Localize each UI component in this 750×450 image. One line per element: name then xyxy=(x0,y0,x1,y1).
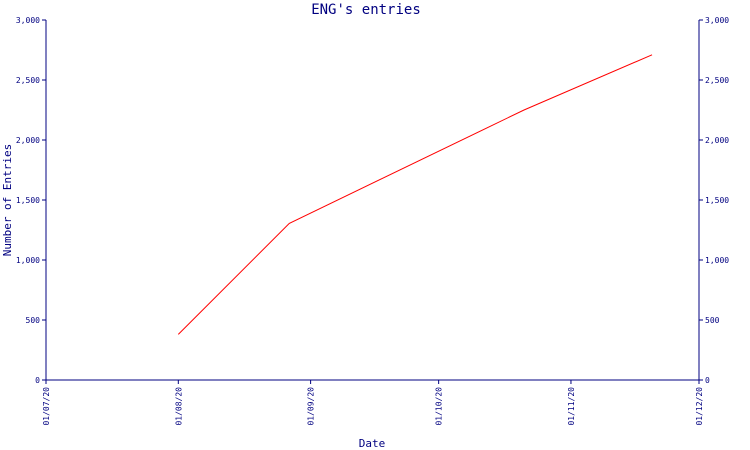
series-line xyxy=(177,54,653,335)
y-tick-label-right: 500 xyxy=(705,316,720,325)
x-axis-label: Date xyxy=(359,437,386,450)
y-tick-label-right: 1,000 xyxy=(705,256,729,265)
y-tick-label-right: 1,500 xyxy=(705,196,729,205)
x-tick-label: 01/12/20 xyxy=(695,387,704,426)
x-ticks: 01/07/20 01/08/20 01/09/20 01/10/20 01/11/20… xyxy=(42,380,704,426)
y-tick-label-right: 2,000 xyxy=(705,136,729,145)
y-tick-label-right: 3,000 xyxy=(705,16,729,25)
y-tick-label-left: 1,000 xyxy=(16,256,40,265)
plot-area: 0 500 1,000 1,500 2,000 2,500 3,000 0 500 1,000 1… xyxy=(16,16,729,426)
y-tick-label-right: 2,500 xyxy=(705,76,729,85)
y-tick-label-right: 0 xyxy=(705,376,710,385)
y-tick-label-left: 500 xyxy=(26,316,41,325)
y-ticks-left: 0 500 1,000 1,500 2,000 2,500 3,000 xyxy=(16,16,46,385)
y-tick-label-left: 2,500 xyxy=(16,76,40,85)
series-group xyxy=(177,54,653,335)
x-tick-label: 01/10/20 xyxy=(435,387,444,426)
x-tick-label: 01/09/20 xyxy=(307,387,316,426)
chart-title: ENG's entries xyxy=(311,2,421,18)
x-tick-label: 01/07/20 xyxy=(42,387,51,426)
y-ticks-right: 0 500 1,000 1,500 2,000 2,500 3,000 xyxy=(699,16,729,385)
y-tick-label-left: 0 xyxy=(35,376,40,385)
y-tick-label-left: 3,000 xyxy=(16,16,40,25)
x-tick-label: 01/08/20 xyxy=(174,387,183,426)
y-axis-label: Number of Entries xyxy=(1,144,14,257)
x-tick-label: 01/11/20 xyxy=(567,387,576,426)
y-tick-label-left: 2,000 xyxy=(16,136,40,145)
y-tick-label-left: 1,500 xyxy=(16,196,40,205)
